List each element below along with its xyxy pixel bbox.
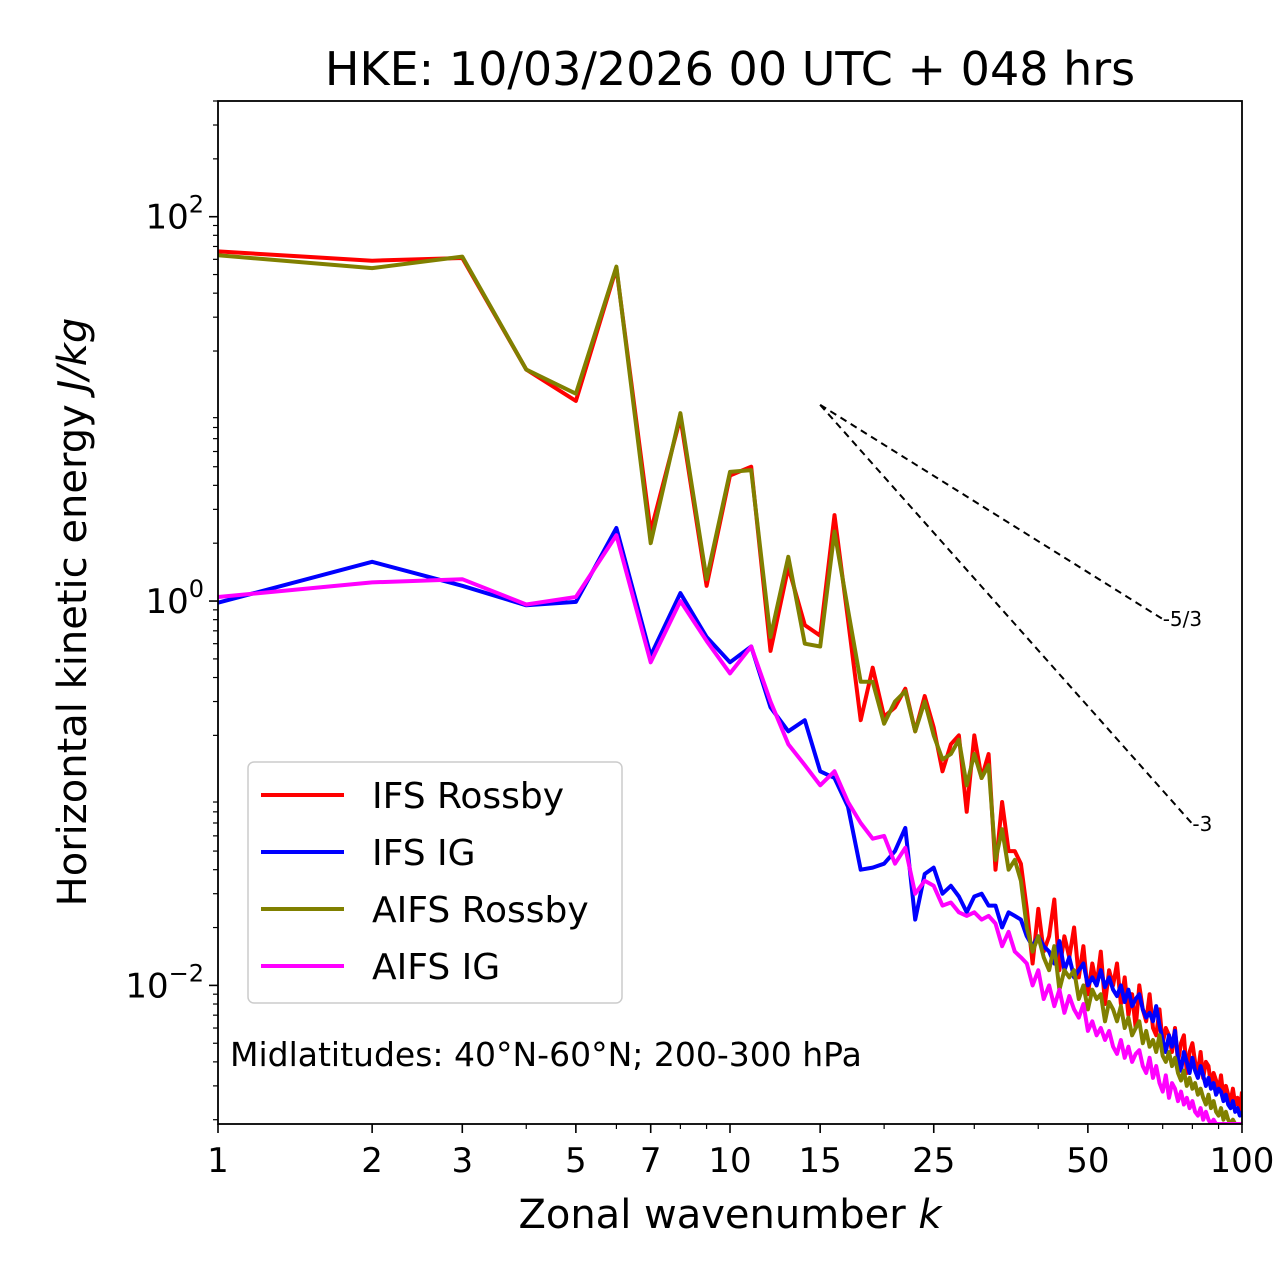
y-axis-label: Horizontal kinetic energy J/kg (50, 318, 96, 907)
reference-slope-label: -3 (1192, 812, 1212, 836)
x-axis-label: Zonal wavenumber k (518, 1192, 943, 1238)
series-lines (218, 249, 1242, 1124)
legend-label: IFS IG (372, 833, 476, 874)
y-tick-label: 100 (145, 575, 204, 622)
y-axis-label-text: Horizontal kinetic energy (50, 404, 96, 906)
series-line-2 (218, 253, 1242, 1124)
legend-label: IFS Rossby (372, 776, 564, 817)
y-tick-label: 10−2 (125, 959, 204, 1006)
x-axis-label-text: Zonal wavenumber (518, 1192, 906, 1238)
x-tick-label: 1 (207, 1141, 229, 1181)
y-tick-label: 102 (145, 191, 204, 238)
x-tick-label: 50 (1066, 1141, 1109, 1181)
legend-box (247, 761, 623, 1004)
x-tick-label: 15 (799, 1141, 842, 1181)
chart-title: HKE: 10/03/2026 00 UTC + 048 hrs (325, 42, 1135, 96)
x-tick-label: 100 (1210, 1141, 1275, 1181)
y-axis-label-unit: J/kg (50, 318, 96, 399)
reference-slope-line (819, 403, 1164, 620)
region-annotation: Midlatitudes: 40°N-60°N; 200-300 hPa (230, 1035, 862, 1074)
x-tick-label: 25 (912, 1141, 955, 1181)
series-line-3 (218, 533, 1242, 1124)
x-tick-label: 2 (361, 1141, 383, 1181)
legend-label: AIFS Rossby (372, 890, 589, 931)
plot-area: -5/3 -3 (213, 100, 1243, 1129)
legend: IFS Rossby IFS IG AIFS Rossby AIFS IG (247, 761, 623, 1004)
x-tick-label: 3 (451, 1141, 473, 1181)
y-axis: 102 100 10−2 (125, 191, 218, 1006)
x-tick-label: 7 (640, 1141, 662, 1181)
x-axis: 1 2 3 5 7 10 15 25 50 100 (207, 1124, 1274, 1181)
x-tick-label: 10 (708, 1141, 751, 1181)
x-tick-label: 5 (565, 1141, 587, 1181)
series-line-1 (218, 526, 1242, 1118)
reference-slopes: -5/3 -3 (819, 403, 1212, 836)
legend-label: AIFS IG (372, 947, 500, 988)
x-axis-label-var: k (918, 1192, 943, 1238)
reference-slope-line (819, 404, 1194, 825)
reference-slope-label: -5/3 (1163, 607, 1202, 631)
